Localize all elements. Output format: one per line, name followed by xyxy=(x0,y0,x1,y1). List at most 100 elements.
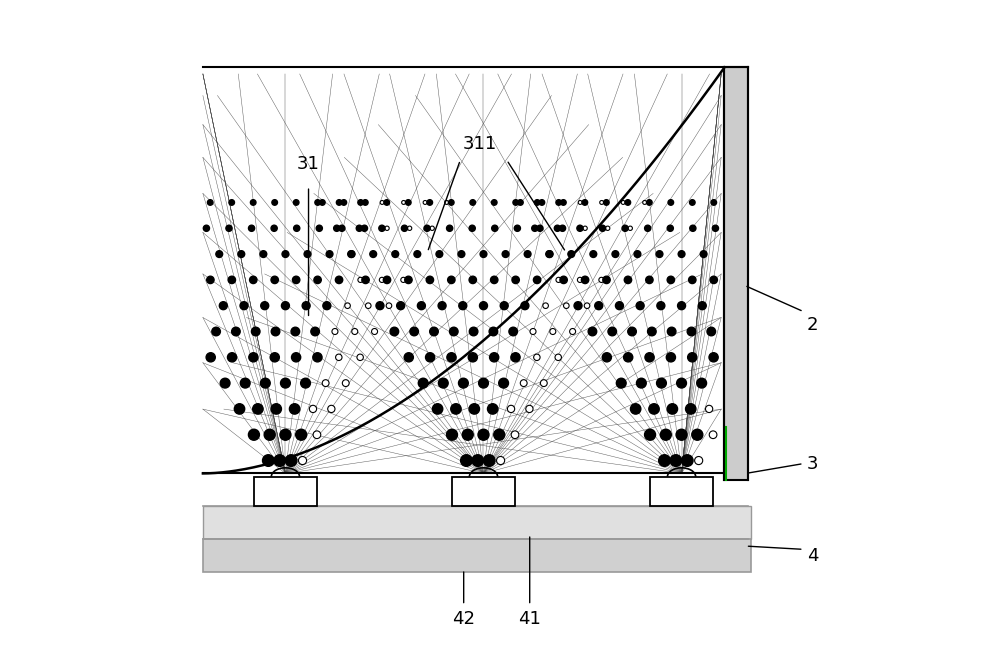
Circle shape xyxy=(645,225,651,231)
Circle shape xyxy=(666,353,675,362)
Circle shape xyxy=(372,328,378,335)
Circle shape xyxy=(271,404,281,414)
Circle shape xyxy=(513,200,519,206)
Circle shape xyxy=(405,276,412,284)
Circle shape xyxy=(469,225,475,231)
Circle shape xyxy=(458,378,468,388)
Circle shape xyxy=(599,277,604,282)
Circle shape xyxy=(647,200,652,206)
Text: 42: 42 xyxy=(452,610,475,628)
Circle shape xyxy=(401,225,408,231)
Circle shape xyxy=(540,380,547,387)
Circle shape xyxy=(625,200,631,206)
Circle shape xyxy=(524,251,531,257)
Circle shape xyxy=(537,225,543,231)
Circle shape xyxy=(581,276,589,284)
Circle shape xyxy=(556,200,561,206)
Circle shape xyxy=(521,302,529,310)
Circle shape xyxy=(678,302,686,310)
Circle shape xyxy=(564,303,569,308)
Circle shape xyxy=(646,276,653,284)
Circle shape xyxy=(628,328,636,335)
Circle shape xyxy=(469,404,480,414)
Circle shape xyxy=(426,276,434,284)
Circle shape xyxy=(687,328,696,335)
Circle shape xyxy=(645,429,656,440)
Circle shape xyxy=(676,429,687,440)
Bar xyxy=(254,477,317,507)
Circle shape xyxy=(362,276,369,284)
Circle shape xyxy=(405,200,411,206)
Circle shape xyxy=(271,276,278,284)
Circle shape xyxy=(251,328,260,335)
Circle shape xyxy=(250,200,256,206)
Circle shape xyxy=(612,251,619,257)
Circle shape xyxy=(342,380,349,387)
Circle shape xyxy=(595,302,603,310)
Circle shape xyxy=(426,353,435,362)
Circle shape xyxy=(686,404,696,414)
Circle shape xyxy=(583,226,587,231)
Circle shape xyxy=(296,429,307,440)
Circle shape xyxy=(322,380,329,387)
Circle shape xyxy=(497,457,505,465)
Circle shape xyxy=(670,455,682,466)
Circle shape xyxy=(480,302,487,310)
Circle shape xyxy=(577,277,583,282)
Circle shape xyxy=(392,251,399,257)
Circle shape xyxy=(358,200,363,206)
Circle shape xyxy=(339,225,345,231)
Circle shape xyxy=(590,251,597,257)
Circle shape xyxy=(657,378,666,388)
Circle shape xyxy=(445,200,449,204)
Bar xyxy=(724,68,748,480)
Circle shape xyxy=(390,328,399,335)
Circle shape xyxy=(630,404,641,414)
Circle shape xyxy=(397,302,405,310)
Circle shape xyxy=(689,276,696,284)
Circle shape xyxy=(695,457,703,465)
Circle shape xyxy=(705,405,713,412)
Circle shape xyxy=(248,429,259,440)
Circle shape xyxy=(341,200,347,206)
Circle shape xyxy=(414,251,421,257)
Circle shape xyxy=(556,277,561,282)
Circle shape xyxy=(301,378,310,388)
Circle shape xyxy=(478,429,489,440)
Circle shape xyxy=(356,225,362,231)
Circle shape xyxy=(667,225,673,231)
Circle shape xyxy=(226,225,232,231)
Circle shape xyxy=(438,378,448,388)
Circle shape xyxy=(207,276,214,284)
Circle shape xyxy=(363,200,368,206)
Circle shape xyxy=(469,276,476,284)
Circle shape xyxy=(458,251,465,257)
Circle shape xyxy=(447,225,453,231)
Circle shape xyxy=(588,328,597,335)
Circle shape xyxy=(365,303,371,308)
Circle shape xyxy=(438,302,446,310)
Circle shape xyxy=(418,378,428,388)
Circle shape xyxy=(263,455,274,466)
Circle shape xyxy=(462,429,473,440)
Circle shape xyxy=(554,225,560,231)
Text: 31: 31 xyxy=(297,155,320,173)
Circle shape xyxy=(555,354,561,361)
Circle shape xyxy=(526,405,533,412)
Circle shape xyxy=(518,200,523,206)
Circle shape xyxy=(371,252,376,257)
Circle shape xyxy=(509,328,517,335)
Circle shape xyxy=(352,328,358,335)
Circle shape xyxy=(546,251,553,257)
Circle shape xyxy=(436,251,443,257)
Circle shape xyxy=(294,225,300,231)
Circle shape xyxy=(260,378,270,388)
Circle shape xyxy=(332,328,338,335)
Circle shape xyxy=(697,378,707,388)
Circle shape xyxy=(430,328,438,335)
Circle shape xyxy=(302,302,310,310)
Circle shape xyxy=(203,225,209,231)
Circle shape xyxy=(678,251,685,257)
Circle shape xyxy=(315,200,320,206)
Circle shape xyxy=(709,353,718,362)
